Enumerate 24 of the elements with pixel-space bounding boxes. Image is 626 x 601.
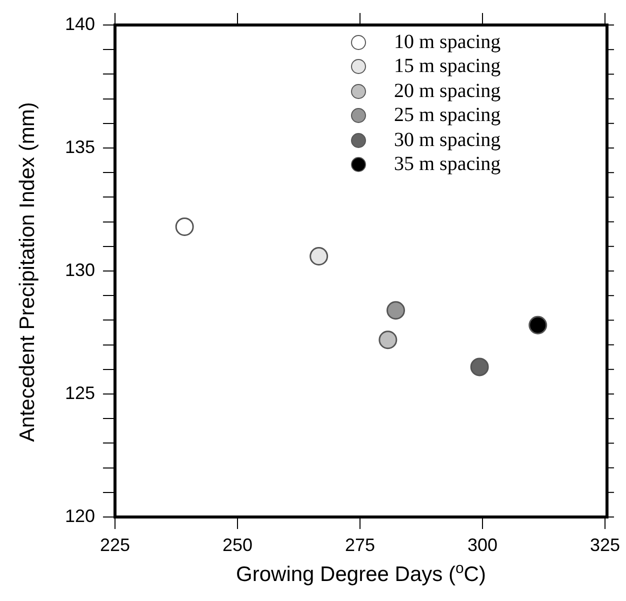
x-tick-label: 275	[344, 534, 376, 555]
x-tick-label: 250	[222, 534, 253, 555]
point	[175, 217, 194, 236]
x-axis-title: Growing Degree Days ($^{o}$C)	[236, 560, 486, 588]
point	[386, 301, 406, 320]
legend-label: 10 m spacing	[394, 30, 501, 54]
x-tick-label: 300	[467, 534, 498, 555]
point	[528, 316, 548, 334]
x-tick-label: 325	[590, 534, 620, 555]
y-tick-label: 120	[64, 506, 95, 526]
y-tick-label: 135	[64, 136, 95, 157]
y-tick-label: 125	[64, 382, 95, 403]
point	[378, 330, 398, 350]
legend-label: 30 m spacing	[394, 128, 501, 152]
legend-label: 20 m spacing	[394, 80, 501, 103]
x-tick-label: 225	[100, 534, 130, 555]
legend-label: 35 m spacing	[394, 153, 501, 176]
point	[470, 358, 489, 376]
point	[310, 246, 328, 266]
y-tick-label: 130	[64, 260, 95, 280]
y-axis-title: Antecedent Precipitation Index (mm)	[16, 102, 40, 442]
y-tick-label: 140	[64, 14, 95, 34]
legend-label: 25 m spacing	[394, 104, 501, 128]
legend-label: 15 m spacing	[394, 55, 501, 78]
